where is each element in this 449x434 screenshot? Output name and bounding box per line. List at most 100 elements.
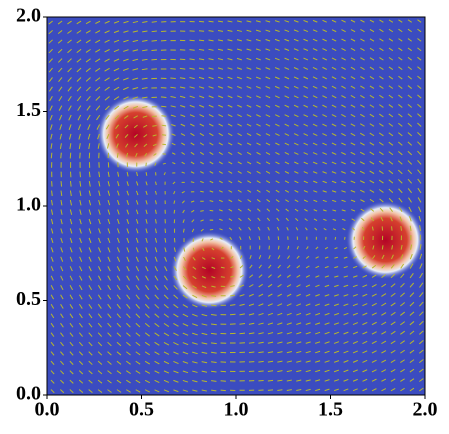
field-arrow — [303, 180, 308, 184]
field-arrow — [388, 66, 394, 71]
field-arrow — [211, 314, 217, 316]
field-arrow — [315, 284, 320, 288]
field-arrow — [274, 48, 280, 51]
field-arrow — [305, 388, 311, 392]
field-arrow — [172, 162, 176, 165]
field-arrow — [246, 104, 252, 108]
field-arrow — [209, 200, 214, 202]
field-arrow — [219, 228, 223, 231]
field-arrow — [388, 75, 394, 80]
field-arrow — [51, 190, 53, 197]
field-arrow — [303, 114, 309, 118]
field-arrow — [322, 48, 327, 51]
field-arrow — [343, 246, 348, 250]
field-arrow — [201, 285, 207, 289]
field-arrow — [60, 237, 63, 244]
field-arrow — [409, 311, 415, 316]
field-arrow — [247, 199, 252, 203]
field-arrow — [50, 389, 55, 394]
field-arrow — [256, 142, 261, 146]
field-arrow — [67, 105, 72, 111]
field-arrow — [60, 341, 64, 347]
field-arrow — [398, 57, 403, 61]
field-arrow — [315, 379, 321, 382]
field-arrow — [116, 332, 122, 337]
field-arrow — [154, 256, 158, 262]
field-arrow — [200, 210, 204, 212]
field-arrow — [145, 181, 148, 186]
field-arrow — [208, 58, 214, 61]
field-arrow — [115, 124, 119, 129]
field-arrow — [200, 228, 204, 232]
field-arrow — [220, 266, 225, 269]
field-arrow — [218, 123, 224, 127]
field-arrow — [341, 38, 346, 42]
field-arrow — [107, 256, 111, 262]
field-arrow — [208, 123, 214, 127]
field-arrow — [305, 350, 311, 354]
field-arrow — [228, 151, 233, 155]
field-arrow — [133, 134, 138, 138]
field-arrow — [211, 342, 217, 345]
field-arrow — [59, 143, 62, 149]
field-arrow — [246, 20, 252, 23]
field-arrow — [303, 38, 309, 42]
field-arrow — [417, 94, 422, 99]
field-arrow — [88, 294, 93, 300]
field-arrow — [258, 332, 264, 335]
field-arrow — [113, 58, 120, 62]
field-arrow — [201, 238, 204, 242]
field-arrow — [284, 104, 290, 108]
field-arrow — [390, 378, 396, 382]
field-arrow — [285, 199, 290, 203]
field-arrow — [182, 323, 189, 327]
field-arrow — [135, 190, 139, 196]
field-arrow — [135, 341, 141, 346]
field-arrow — [209, 190, 214, 193]
field-arrow — [152, 125, 157, 127]
field-arrow — [315, 388, 321, 392]
field-arrow — [171, 152, 176, 155]
field-arrow — [265, 95, 271, 99]
field-arrow — [124, 115, 129, 119]
field-arrow — [267, 312, 273, 316]
field-arrow — [126, 332, 131, 337]
field-arrow — [97, 266, 102, 272]
field-arrow — [315, 312, 321, 316]
field-arrow — [192, 313, 198, 317]
field-arrow — [79, 266, 83, 272]
field-arrow — [126, 200, 130, 205]
field-arrow — [126, 275, 130, 281]
field-arrow — [116, 143, 119, 149]
field-arrow — [286, 312, 292, 316]
field-arrow — [322, 199, 327, 203]
field-arrow — [48, 86, 53, 92]
field-arrow — [76, 30, 82, 34]
field-arrow — [209, 142, 214, 146]
field-arrow — [293, 67, 299, 70]
field-arrow — [123, 96, 129, 100]
field-arrow — [97, 341, 103, 347]
field-arrow — [418, 206, 422, 213]
field-arrow — [388, 94, 394, 99]
field-arrow — [400, 282, 405, 288]
field-arrow — [218, 142, 223, 146]
field-arrow — [266, 199, 271, 203]
field-arrow — [284, 189, 290, 193]
field-arrow — [362, 265, 367, 269]
field-arrow — [173, 360, 179, 364]
field-arrow — [69, 379, 74, 384]
field-arrow — [116, 389, 122, 393]
field-arrow — [59, 133, 62, 140]
field-arrow — [334, 247, 338, 250]
field-arrow — [95, 86, 101, 92]
field-arrow — [371, 226, 374, 231]
field-arrow — [60, 389, 65, 394]
field-arrow — [398, 188, 403, 194]
field-arrow — [183, 247, 186, 252]
field-arrow — [104, 49, 110, 53]
field-arrow — [77, 114, 82, 121]
field-arrow — [50, 360, 55, 366]
field-arrow — [400, 321, 406, 326]
field-arrow — [408, 197, 412, 203]
